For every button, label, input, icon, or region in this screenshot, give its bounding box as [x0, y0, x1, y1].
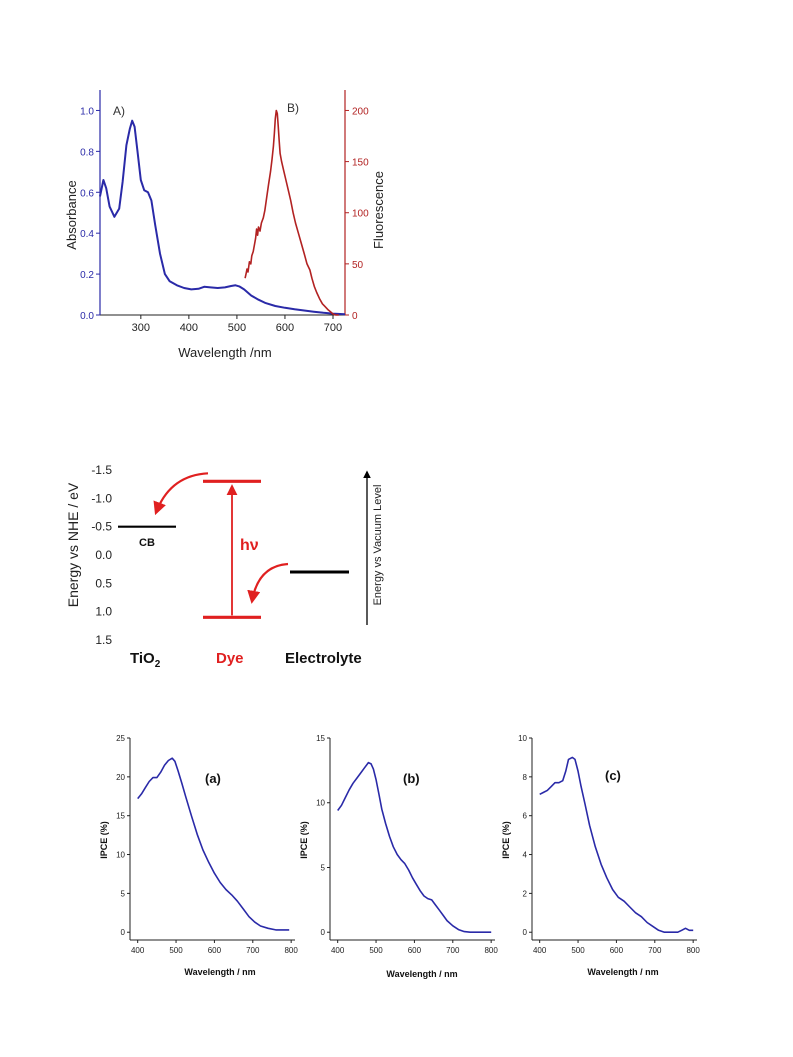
ipce-c-series-line [539, 756, 694, 933]
fig1-y-right-tick-label: 0 [352, 311, 358, 322]
ipce-a-y-tick-label: 20 [116, 773, 125, 782]
ipce-b-x-tick-label: 400 [331, 946, 345, 955]
ipce-a-panel-label: (a) [205, 771, 221, 786]
ipce-chart-b: (b) Wavelength / nm IPCE (%) 400 500 600 70… [299, 734, 498, 979]
fig1-y-right-tick-label: 100 [352, 209, 369, 220]
ipce-b-y-tick-label: 0 [321, 928, 326, 937]
ipce-b-series-line [337, 761, 492, 933]
fig1-y-left-tick-label: 0.4 [80, 229, 94, 240]
ipce-a-y-tick-label: 25 [116, 734, 125, 743]
fig2-regeneration-arrow [247, 562, 289, 604]
fig1-x-tick-label: 700 [324, 322, 342, 334]
fig1-panel-label-b: B) [287, 101, 299, 115]
fig1-y-right-label: Fluorescence [371, 171, 386, 249]
ipce-b-y-tick-label: 15 [316, 734, 325, 743]
fig2-y-tick-label: 0.5 [95, 576, 112, 590]
fig2-electrolyte-label: Electrolyte [285, 650, 362, 667]
fig2-y-tick-label: -1.0 [91, 491, 112, 505]
ipce-c-x-label: Wavelength / nm [587, 967, 658, 977]
fig1-y-left-tick-label: 1.0 [80, 106, 94, 117]
ipce-a-series-line [137, 757, 290, 931]
ipce-a-x-label: Wavelength / nm [184, 967, 255, 977]
fig2-y-tick-label: -1.5 [91, 463, 112, 477]
fig1-y-right-tick-label: 150 [352, 158, 369, 169]
ipce-b-x-label: Wavelength / nm [386, 969, 457, 979]
ipce-c-y-label: IPCE (%) [501, 821, 511, 859]
fig2-y-tick-label: 0.0 [95, 548, 112, 562]
fig2-hv-label: hν [240, 537, 259, 554]
ipce-a-y-tick-label: 0 [121, 928, 126, 937]
ipce-c-y-tick-label: 6 [523, 812, 528, 821]
ipce-a-y-tick-label: 5 [121, 889, 126, 898]
fig1-y-left-tick-label: 0.2 [80, 270, 94, 281]
ipce-b-x-tick-label: 600 [408, 946, 422, 955]
absorbance-series-line [99, 119, 346, 316]
ipce-b-x-tick-label: 800 [484, 946, 498, 955]
ipce-a-x-tick-label: 400 [131, 946, 145, 955]
ipce-chart-c: (c) Wavelength / nm IPCE (%) 400 500 600 70… [501, 734, 700, 977]
fig1-y-right-tick-label: 50 [352, 260, 364, 271]
ipce-c-x-tick-label: 400 [533, 946, 547, 955]
ipce-a-y-tick-label: 15 [116, 812, 125, 821]
energy-level-diagram: -1.5 -1.0 -0.5 0.0 0.5 1.0 1.5 Energy vs NHE /… [65, 463, 384, 670]
fig1-y-left-tick-label: 0.0 [80, 311, 94, 322]
ipce-b-y-label: IPCE (%) [299, 821, 309, 859]
ipce-c-x-tick-label: 500 [571, 946, 585, 955]
ipce-c-plot-area: 400 500 600 700 800 0 2 4 6 8 10 [518, 734, 700, 955]
ipce-a-x-tick-label: 700 [246, 946, 260, 955]
fig2-dye-label: Dye [216, 650, 244, 667]
ipce-a-x-tick-label: 500 [169, 946, 183, 955]
ipce-c-x-tick-label: 600 [610, 946, 624, 955]
fig1-panel-label-a: A) [113, 104, 125, 118]
ipce-chart-a: (a) Wavelength / nm IPCE (%) 400 500 600 70… [99, 734, 298, 977]
fig2-axis-group: -1.5 -1.0 -0.5 0.0 0.5 1.0 1.5 [91, 463, 371, 647]
fig1-x-tick-label: 500 [228, 322, 246, 334]
ipce-a-x-tick-label: 600 [208, 946, 222, 955]
fig1-x-axis-label: Wavelength /nm [178, 345, 271, 360]
ipce-c-y-tick-label: 4 [523, 851, 528, 860]
ipce-a-x-tick-label: 800 [284, 946, 298, 955]
fig2-tio2-label: TiO2 [130, 650, 161, 670]
fig2-cb-label: CB [139, 537, 155, 549]
fig2-vacuum-axis-label: Energy vs Vacuum Level [372, 485, 384, 606]
ipce-c-y-tick-label: 0 [523, 928, 528, 937]
ipce-b-plot-area: 400 500 600 700 800 0 5 10 15 [316, 734, 498, 955]
ipce-b-panel-label: (b) [403, 771, 420, 786]
fig1-x-tick-label: 400 [180, 322, 198, 334]
ipce-a-y-label: IPCE (%) [99, 821, 109, 859]
ipce-b-x-tick-label: 500 [369, 946, 383, 955]
ipce-b-y-tick-label: 5 [321, 863, 326, 872]
fig1-y-left-tick-label: 0.6 [80, 188, 94, 199]
ipce-a-y-tick-label: 10 [116, 851, 125, 860]
ipce-c-y-tick-label: 8 [523, 773, 528, 782]
ipce-a-plot-area: 400 500 600 700 800 0 5 10 15 20 25 [116, 734, 298, 955]
fig2-y-tick-label: -0.5 [91, 520, 112, 534]
fig2-y-tick-label: 1.5 [95, 633, 112, 647]
fig2-injection-arrow [153, 472, 209, 516]
ipce-c-panel-label: (c) [605, 768, 621, 783]
ipce-c-y-tick-label: 2 [523, 889, 528, 898]
fig2-y-tick-label: 1.0 [95, 605, 112, 619]
ipce-b-y-tick-label: 10 [316, 799, 325, 808]
fluorescence-series-line [244, 109, 339, 316]
fig1-x-tick-label: 300 [132, 322, 150, 334]
fig2-y-axis-label: Energy vs NHE / eV [65, 482, 81, 607]
ipce-b-x-tick-label: 700 [446, 946, 460, 955]
fig1-plot-area: 300 400 500 600 700 0.0 0.2 0.4 0.6 0.8 1.0 0 50 100 1… [80, 90, 369, 334]
ipce-c-x-tick-label: 700 [648, 946, 662, 955]
ipce-c-y-tick-label: 10 [518, 734, 527, 743]
fig1-y-left-label: Absorbance [64, 180, 79, 249]
ipce-c-x-tick-label: 800 [686, 946, 700, 955]
fig1-y-right-tick-label: 200 [352, 106, 369, 117]
fig1-x-tick-label: 600 [276, 322, 294, 334]
fig1-y-left-tick-label: 0.8 [80, 147, 94, 158]
absorbance-fluorescence-chart: 300 400 500 600 700 0.0 0.2 0.4 0.6 0.8 1.0 0 50 100 1… [64, 90, 386, 360]
